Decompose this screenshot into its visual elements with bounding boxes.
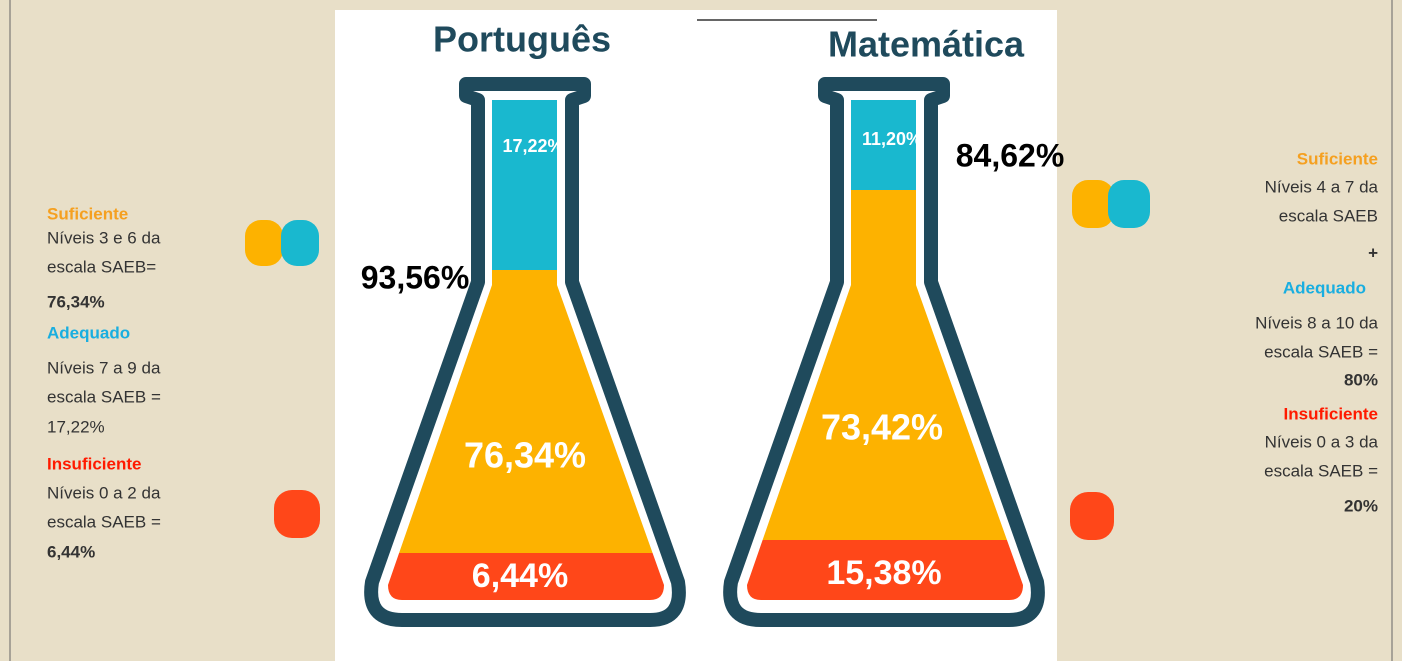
legend-heading: Insuficiente (47, 454, 141, 473)
legend-value: 20% (1344, 496, 1378, 515)
flask-outline (364, 77, 686, 627)
icon (281, 220, 319, 266)
legend-value: 76,34% (47, 292, 105, 311)
legend-text: escala SAEB = (47, 512, 161, 531)
legend-value: 80% (1344, 370, 1378, 389)
legend-heading: Insuficiente (1284, 404, 1378, 423)
segment-insuficiente (747, 540, 1023, 600)
legend-text: escala SAEB = (1264, 342, 1378, 361)
icon (274, 490, 320, 538)
flask-title: Português (433, 19, 611, 60)
left-legend: Suficiente Níveis 3 e 6 da escala SAEB= … (47, 204, 161, 561)
legend-text: escala SAEB = (47, 387, 161, 406)
icon (245, 220, 283, 266)
legend-heading: Suficiente (47, 204, 128, 223)
segment-label: 73,42% (821, 407, 943, 448)
legend-heading: Suficiente (1297, 149, 1378, 168)
legend-text: Níveis 8 a 10 da (1255, 313, 1378, 332)
legend-text: escala SAEB = (1264, 461, 1378, 480)
legend-text: Níveis 4 a 7 da (1265, 177, 1379, 196)
legend-heading: Adequado (1283, 278, 1366, 297)
segment-label: 17,22% (502, 136, 563, 156)
flask-title: Matemática (828, 24, 1025, 65)
segment-label: 11,20% (862, 129, 922, 149)
segment-insuficiente (388, 553, 664, 600)
total-label: 84,62% (956, 137, 1065, 173)
icon (1108, 180, 1150, 228)
segment-label: 6,44% (472, 557, 568, 595)
legend-value: 17,22% (47, 417, 105, 436)
legend-value: 6,44% (47, 542, 95, 561)
icon (1072, 180, 1114, 228)
segment-label: 15,38% (826, 554, 941, 592)
icon (1070, 492, 1114, 540)
legend-text: Níveis 3 e 6 da (47, 228, 161, 247)
legend-heading: Adequado (47, 323, 130, 342)
total-label: 93,56% (361, 259, 470, 295)
flask-outline (723, 77, 1045, 627)
segment-label: 76,34% (464, 435, 586, 476)
legend-text: Níveis 0 a 2 da (47, 483, 161, 502)
legend-text: Níveis 7 a 9 da (47, 358, 161, 377)
right-legend: Suficiente Níveis 4 a 7 da escala SAEB +… (1255, 149, 1378, 515)
legend-text: Níveis 0 a 3 da (1265, 432, 1379, 451)
legend-text: escala SAEB= (47, 257, 156, 276)
legend-text: escala SAEB (1279, 206, 1378, 225)
legend-plus: + (1368, 243, 1378, 262)
